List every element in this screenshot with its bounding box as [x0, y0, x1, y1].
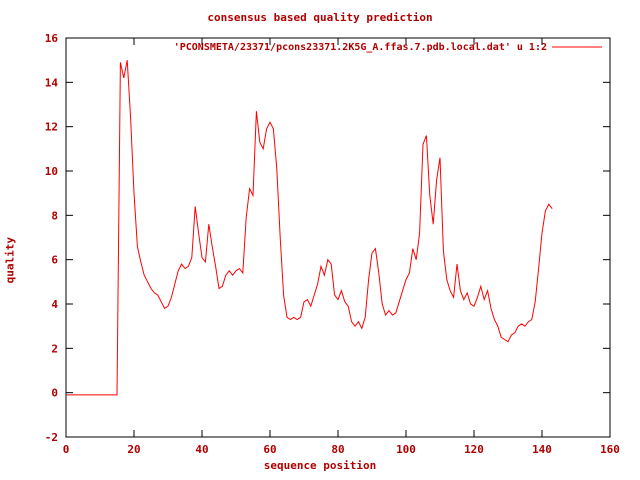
x-tick-label: 80 [331, 443, 344, 456]
legend-label: 'PCONSMETA/23371/pcons23371.2K5G_A.ffas.… [173, 42, 547, 53]
x-tick-label: 160 [600, 443, 620, 456]
x-tick-label: 100 [396, 443, 416, 456]
plot-border [65, 37, 611, 438]
x-tick-label: 120 [464, 443, 484, 456]
x-tick-label: 20 [127, 443, 140, 456]
x-tick-label: 40 [195, 443, 208, 456]
y-tick-label: 14 [45, 76, 59, 89]
x-tick-label: 140 [532, 443, 552, 456]
x-axis-label: sequence position [263, 459, 377, 472]
x-tick-label: 60 [263, 443, 276, 456]
y-tick-label: 8 [51, 209, 58, 222]
y-tick-label: 0 [51, 387, 58, 400]
x-tick-label: 0 [63, 443, 70, 456]
y-tick-label: 12 [45, 121, 58, 134]
y-tick-label: 4 [51, 298, 58, 311]
chart-title: consensus based quality prediction [207, 11, 433, 24]
y-tick-label: 16 [45, 32, 59, 45]
y-tick-label: 10 [45, 165, 58, 178]
y-tick-label: 2 [51, 342, 58, 355]
y-tick-label: -2 [45, 431, 58, 444]
quality-line-series [66, 60, 553, 396]
y-tick-label: 6 [51, 254, 58, 267]
